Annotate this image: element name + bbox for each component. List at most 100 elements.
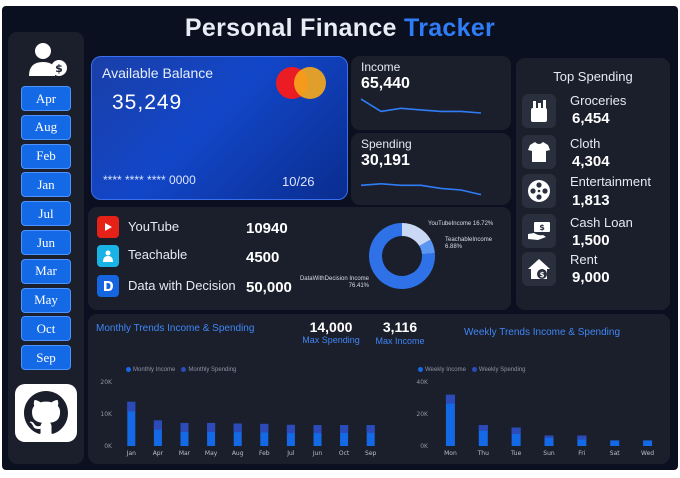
source-name: YouTube (128, 219, 180, 234)
weekly-trends-title: Weekly Trends Income & Spending (464, 327, 621, 338)
legend-item: Weekly Income (418, 367, 466, 373)
bar-spending (153, 420, 162, 430)
github-button[interactable] (15, 384, 77, 442)
month-filter-mar[interactable]: Mar (21, 258, 71, 284)
svg-text:$: $ (539, 223, 545, 232)
cash-loan-icon: $ (522, 214, 556, 248)
source-name: Teachable (128, 247, 188, 262)
top-spending-name: Entertainment (570, 174, 651, 189)
bar-spending (180, 422, 189, 432)
x-tick-label: Jun (312, 450, 323, 457)
income-donut-chart (369, 223, 435, 289)
top-spending-amount: 4,304 (572, 153, 610, 170)
svg-text:$: $ (55, 62, 63, 75)
source-name: Data with Decision (128, 278, 236, 293)
legend-item: Monthly Income (126, 367, 175, 373)
bar-spending (233, 423, 242, 433)
month-filter-may[interactable]: May (21, 287, 71, 313)
bar-income (313, 425, 322, 446)
monthly-bar-chart: 20K 10K 0K Jan Apr Mar May Aug Feb Jul Jun Oct Sep (100, 379, 377, 457)
bar-income (544, 435, 554, 446)
income-value: 65,440 (361, 75, 410, 92)
top-spending-name: Groceries (570, 93, 627, 108)
max-income-label: Max Income (375, 336, 425, 346)
x-tick-label: Oct (339, 450, 350, 457)
source-value: 10940 (246, 220, 288, 237)
bar-income (445, 394, 455, 446)
spending-value: 30,191 (361, 152, 410, 169)
balance-label: Available Balance (102, 65, 214, 81)
x-tick-label: Tue (510, 450, 522, 457)
x-tick-label: Feb (259, 450, 270, 457)
bar-spending (544, 435, 554, 438)
monthly-legend: Monthly Income Monthly Spending (126, 367, 236, 373)
bar-income (153, 420, 162, 446)
trends-panel: Monthly Trends Income & Spending 14,000 … (88, 314, 670, 464)
top-spending-name: Rent (570, 252, 598, 267)
y-tick-label: 10K (100, 411, 113, 418)
x-tick-label: Mon (444, 450, 457, 457)
bar-income (180, 422, 189, 446)
bar-income (478, 425, 488, 446)
x-tick-label: Sep (365, 450, 377, 457)
bar-spending (127, 401, 136, 412)
income-sparkline (360, 98, 482, 114)
top-spending-panel: Top Spending Groceries 6,454 Cloth 4,304… (516, 58, 670, 310)
top-spending-amount: 6,454 (572, 110, 610, 127)
spending-sparkline (360, 182, 482, 196)
balance-card: Available Balance 35,249 **** **** **** … (91, 56, 348, 200)
x-tick-label: Sat (610, 450, 620, 457)
x-tick-label: Wed (641, 450, 654, 457)
x-tick-label: Apr (153, 450, 164, 457)
y-tick-label: 0K (420, 443, 429, 450)
month-filter-oct[interactable]: Oct (21, 316, 71, 342)
balance-value: 35,249 (112, 91, 183, 114)
weekly-bar-chart: 40K 20K 0K Mon Thu Tue Sun Fri Sat Wed (416, 379, 654, 457)
tshirt-icon (522, 135, 556, 169)
source-value: 4500 (246, 249, 280, 266)
github-icon (24, 391, 68, 434)
bar-income (643, 440, 653, 446)
month-filter-jun[interactable]: Jun (21, 230, 71, 255)
month-filter-jan[interactable]: Jan (21, 172, 71, 198)
bar-income (233, 423, 242, 446)
card-number: **** **** **** 0000 (103, 173, 196, 187)
x-tick-label: Mar (179, 450, 191, 457)
income-panel: Income 65,440 (351, 56, 511, 130)
month-filter-sep[interactable]: Sep (21, 345, 71, 371)
x-tick-label: Jan (126, 450, 136, 457)
donut-label-teachable: TeachableIncome 6.88% (445, 237, 493, 250)
donut-slice (419, 239, 435, 255)
bar-spending (286, 424, 295, 434)
youtube-icon (97, 216, 119, 238)
legend-item: Weekly Spending (471, 367, 526, 373)
title-part-1: Personal Finance (184, 14, 397, 42)
month-filter-jul[interactable]: Jul (21, 201, 71, 227)
max-spending-value: 14,000 (309, 319, 353, 335)
donut-slice (402, 223, 431, 247)
max-income-value: 3,116 (382, 319, 418, 335)
card-expiry: 10/26 (282, 174, 315, 189)
legend-item: Monthly Spending (181, 367, 236, 373)
top-spending-name: Cash Loan (570, 215, 633, 230)
x-tick-label: May (205, 450, 218, 457)
bar-spending (260, 423, 269, 433)
y-tick-label: 0K (104, 443, 113, 450)
svg-text:$: $ (540, 271, 545, 279)
user-dollar-icon: $ (29, 43, 67, 76)
donut-label-youtube: YouTubeIncome 16.72% (428, 221, 494, 227)
groceries-icon (522, 94, 556, 128)
bar-spending (366, 425, 375, 433)
donut-label-dwd: DataWithDecision Income 76.41% (299, 276, 369, 289)
top-spending-title: Top Spending (553, 69, 633, 84)
bar-income (610, 440, 620, 446)
x-tick-label: Jul (286, 450, 295, 457)
max-spending-label: Max Spending (302, 335, 360, 345)
data-with-decision-icon (97, 275, 119, 297)
income-sources-panel: YouTube 10940 Teachable 4500 Data with D… (88, 207, 511, 310)
month-filter-feb[interactable]: Feb (21, 143, 71, 169)
month-filter-aug[interactable]: Aug (21, 114, 71, 140)
source-value: 50,000 (246, 279, 292, 296)
weekly-legend: Weekly Income Weekly Spending (418, 367, 526, 373)
month-filter-apr[interactable]: Apr (21, 86, 71, 111)
